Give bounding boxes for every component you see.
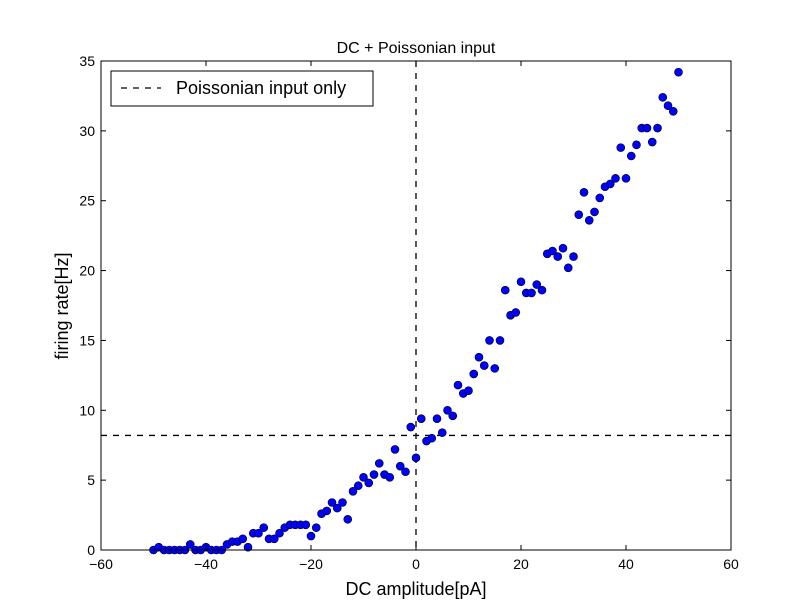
y-tick-label: 5 — [87, 472, 95, 488]
data-point — [353, 481, 363, 491]
data-point — [416, 414, 426, 423]
data-point — [569, 252, 578, 261]
data-point — [427, 433, 437, 443]
data-point — [490, 364, 500, 373]
data-point — [647, 137, 657, 147]
data-point — [332, 503, 342, 513]
data-point — [532, 280, 542, 289]
data-point — [500, 285, 510, 295]
data-point — [448, 411, 458, 421]
data-point — [579, 188, 589, 197]
data-point — [338, 498, 347, 507]
data-point — [642, 123, 652, 133]
data-point — [254, 528, 263, 538]
data-point — [558, 243, 568, 253]
data-point — [275, 528, 284, 538]
legend-entry-label: Poissonian input only — [176, 78, 346, 98]
data-point — [668, 106, 678, 116]
y-tick-label: 0 — [87, 542, 95, 558]
data-point — [359, 473, 368, 482]
data-point — [269, 534, 279, 544]
data-point — [611, 174, 620, 183]
data-point — [322, 506, 332, 516]
data-point — [590, 207, 599, 217]
data-point — [185, 540, 195, 549]
reference-lines — [101, 61, 731, 550]
data-point — [563, 263, 573, 273]
data-point — [443, 405, 452, 415]
data-point — [437, 428, 447, 437]
y-tick-label: 35 — [79, 53, 95, 69]
axis-ticks: −60 −40 −20 0 20 40 60 0 5 10 15 20 25 30 35 — [79, 53, 739, 572]
data-point — [663, 101, 673, 111]
data-point — [548, 246, 557, 256]
data-point — [348, 487, 358, 496]
y-tick-label: 20 — [79, 263, 95, 279]
data-points — [149, 67, 683, 555]
data-point — [464, 386, 473, 396]
data-point — [516, 277, 526, 287]
data-point — [301, 520, 311, 530]
data-point — [385, 473, 395, 482]
x-tick-label: 40 — [618, 556, 634, 572]
data-point — [374, 459, 384, 468]
data-point — [626, 151, 636, 161]
data-point — [411, 453, 421, 463]
data-point — [401, 467, 410, 477]
data-point — [584, 215, 594, 225]
chart-title: DC + Poissonian input — [337, 40, 496, 57]
data-point — [605, 179, 615, 189]
y-tick-label: 30 — [79, 123, 95, 139]
legend: Poissonian input only — [110, 70, 374, 107]
x-tick-label: −60 — [89, 556, 113, 572]
data-point — [343, 514, 353, 524]
x-tick-label: −40 — [194, 556, 218, 572]
y-tick-label: 15 — [79, 332, 95, 348]
data-point — [674, 67, 683, 77]
data-point — [453, 380, 463, 390]
data-point — [311, 523, 321, 532]
x-tick-label: 0 — [412, 556, 420, 572]
data-point — [621, 174, 631, 183]
data-point — [653, 123, 662, 133]
data-point — [574, 210, 584, 219]
data-point — [364, 478, 374, 488]
data-point — [474, 352, 484, 362]
data-point — [495, 336, 505, 345]
plot-area: −60 −40 −20 0 20 40 60 0 5 10 15 20 25 30 35 — [79, 53, 739, 572]
data-point — [479, 361, 489, 370]
data-point — [632, 140, 641, 150]
data-point — [432, 414, 442, 423]
data-point — [395, 461, 405, 471]
data-point — [406, 422, 416, 432]
data-point — [595, 193, 605, 203]
data-point — [527, 288, 536, 298]
data-point — [469, 369, 479, 379]
y-tick-label: 25 — [79, 193, 95, 209]
x-tick-label: 60 — [723, 556, 739, 572]
data-point — [259, 523, 269, 532]
data-point — [238, 534, 248, 544]
data-point — [243, 542, 253, 552]
data-point — [485, 336, 494, 345]
data-point — [658, 93, 668, 102]
data-point — [511, 308, 521, 317]
data-point — [537, 285, 547, 295]
legend-box — [110, 70, 374, 107]
data-point — [327, 498, 337, 507]
y-tick-label: 10 — [79, 402, 95, 418]
data-point — [390, 445, 400, 454]
x-axis-label: DC amplitude[pA] — [345, 579, 486, 599]
y-axis-label: firing rate[Hz] — [52, 252, 72, 359]
data-point — [369, 470, 379, 479]
data-point — [616, 143, 626, 152]
x-tick-label: 20 — [513, 556, 529, 572]
x-tick-label: −20 — [299, 556, 323, 572]
data-point — [553, 252, 563, 261]
data-point — [306, 531, 316, 541]
